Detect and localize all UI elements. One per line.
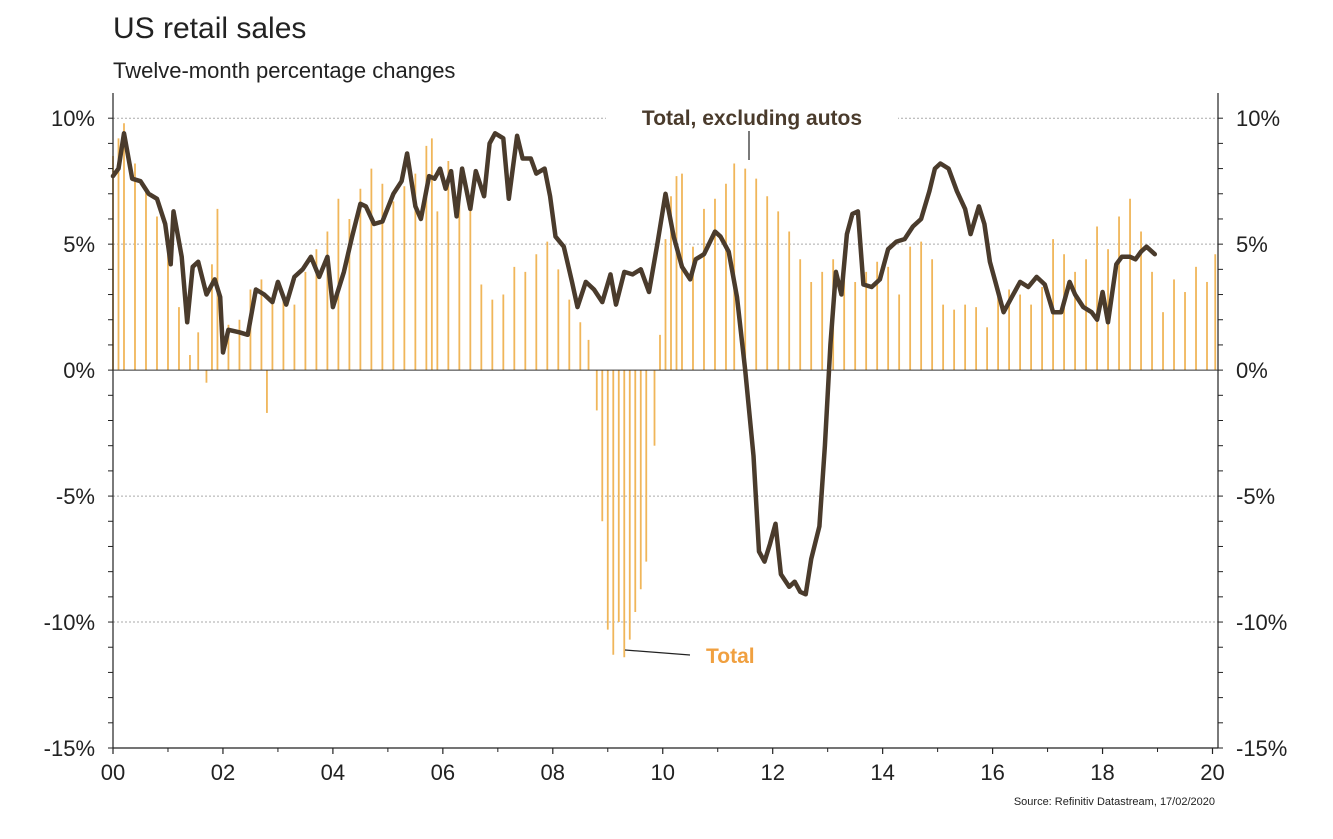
line-label-bg <box>606 103 898 131</box>
line-series-total-excluding-autos <box>110 131 1158 597</box>
y-tick-label-left: -10% <box>44 610 95 635</box>
x-tick-label: 04 <box>321 760 345 785</box>
line-path <box>110 131 1158 597</box>
chart-title: US retail sales <box>113 12 307 45</box>
y-tick-label-left: 10% <box>51 106 95 131</box>
x-tick-label: 18 <box>1090 760 1114 785</box>
y-tick-label-right: -10% <box>1236 610 1287 635</box>
axes <box>108 93 1223 754</box>
y-tick-label-left: -5% <box>56 484 95 509</box>
y-tick-label-right: 0% <box>1236 358 1268 383</box>
tick-labels: 10% 10%5% 5%0% 0%-5% -5%-10% -10%-15% -15%00 02… <box>44 106 1288 785</box>
y-tick-label-right: -15% <box>1236 736 1287 761</box>
chart-subtitle: Twelve-month percentage changes <box>113 58 456 83</box>
x-tick-label: 16 <box>980 760 1004 785</box>
y-tick-label-right: 5% <box>1236 232 1268 257</box>
bar-series-total <box>112 123 1217 658</box>
source-note: Source: Refinitiv Datastream, 17/02/2020 <box>1013 796 1215 808</box>
x-tick-label: 02 <box>211 760 235 785</box>
y-tick-label-right: -5% <box>1236 484 1275 509</box>
x-tick-label: 10 <box>651 760 675 785</box>
annotations: Total, excluding autos Total <box>606 103 898 668</box>
x-tick-label: 00 <box>101 760 125 785</box>
y-tick-label-right: 10% <box>1236 106 1280 131</box>
x-tick-label: 12 <box>760 760 784 785</box>
y-tick-label-left: 5% <box>63 232 95 257</box>
x-tick-label: 06 <box>431 760 455 785</box>
y-tick-label-left: -15% <box>44 736 95 761</box>
y-tick-label-left: 0% <box>63 358 95 383</box>
bar-label-leader <box>624 649 691 656</box>
bar-label: Total <box>706 645 755 668</box>
x-tick-label: 08 <box>541 760 565 785</box>
x-tick-label: 14 <box>870 760 894 785</box>
line-label: Total, excluding autos <box>642 107 862 130</box>
x-tick-label: 20 <box>1200 760 1224 785</box>
